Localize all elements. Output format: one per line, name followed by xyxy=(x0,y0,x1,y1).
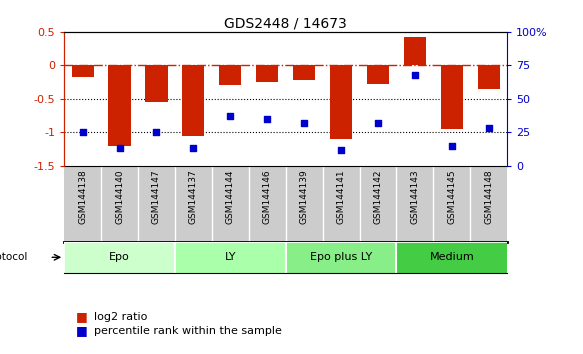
Point xyxy=(226,113,235,119)
Bar xyxy=(404,36,426,65)
Point xyxy=(78,129,87,135)
Text: GSM144146: GSM144146 xyxy=(263,170,272,224)
Point xyxy=(373,120,382,126)
Text: GSM144139: GSM144139 xyxy=(300,170,308,224)
Text: percentile rank within the sample: percentile rank within the sample xyxy=(94,326,282,336)
Text: ■: ■ xyxy=(76,310,87,323)
Text: GSM144145: GSM144145 xyxy=(447,170,456,224)
Bar xyxy=(477,65,500,89)
Bar xyxy=(367,65,389,84)
Text: Medium: Medium xyxy=(430,252,474,262)
Text: GSM144144: GSM144144 xyxy=(226,170,235,224)
Point xyxy=(300,120,309,126)
Point xyxy=(410,72,420,78)
Text: GSM144143: GSM144143 xyxy=(410,170,419,224)
Bar xyxy=(441,65,463,129)
Text: GSM144141: GSM144141 xyxy=(336,170,346,224)
Bar xyxy=(182,65,205,136)
Text: GSM144142: GSM144142 xyxy=(374,170,382,224)
Bar xyxy=(396,242,507,273)
Point xyxy=(262,116,272,122)
Bar xyxy=(219,65,241,85)
Bar xyxy=(72,65,94,77)
Text: Epo: Epo xyxy=(109,252,130,262)
Bar xyxy=(64,242,175,273)
Text: GSM144138: GSM144138 xyxy=(78,170,87,224)
Bar xyxy=(175,242,286,273)
Bar xyxy=(145,65,167,102)
Text: growth protocol: growth protocol xyxy=(0,252,27,262)
Bar xyxy=(286,242,396,273)
Point xyxy=(189,145,198,151)
Bar xyxy=(256,65,278,82)
Point xyxy=(484,125,493,131)
Point xyxy=(447,143,456,148)
Text: GSM144148: GSM144148 xyxy=(484,170,493,224)
Point xyxy=(115,145,124,151)
Point xyxy=(336,147,346,152)
Title: GDS2448 / 14673: GDS2448 / 14673 xyxy=(224,17,347,31)
Bar xyxy=(330,65,352,139)
Bar xyxy=(108,65,131,145)
Text: GSM144137: GSM144137 xyxy=(189,170,198,224)
Point xyxy=(152,129,161,135)
Text: log2 ratio: log2 ratio xyxy=(94,312,148,322)
Bar xyxy=(293,65,315,80)
Text: LY: LY xyxy=(224,252,236,262)
Text: Epo plus LY: Epo plus LY xyxy=(310,252,372,262)
Text: GSM144147: GSM144147 xyxy=(152,170,161,224)
Text: GSM144140: GSM144140 xyxy=(115,170,124,224)
Text: ■: ■ xyxy=(76,325,87,337)
